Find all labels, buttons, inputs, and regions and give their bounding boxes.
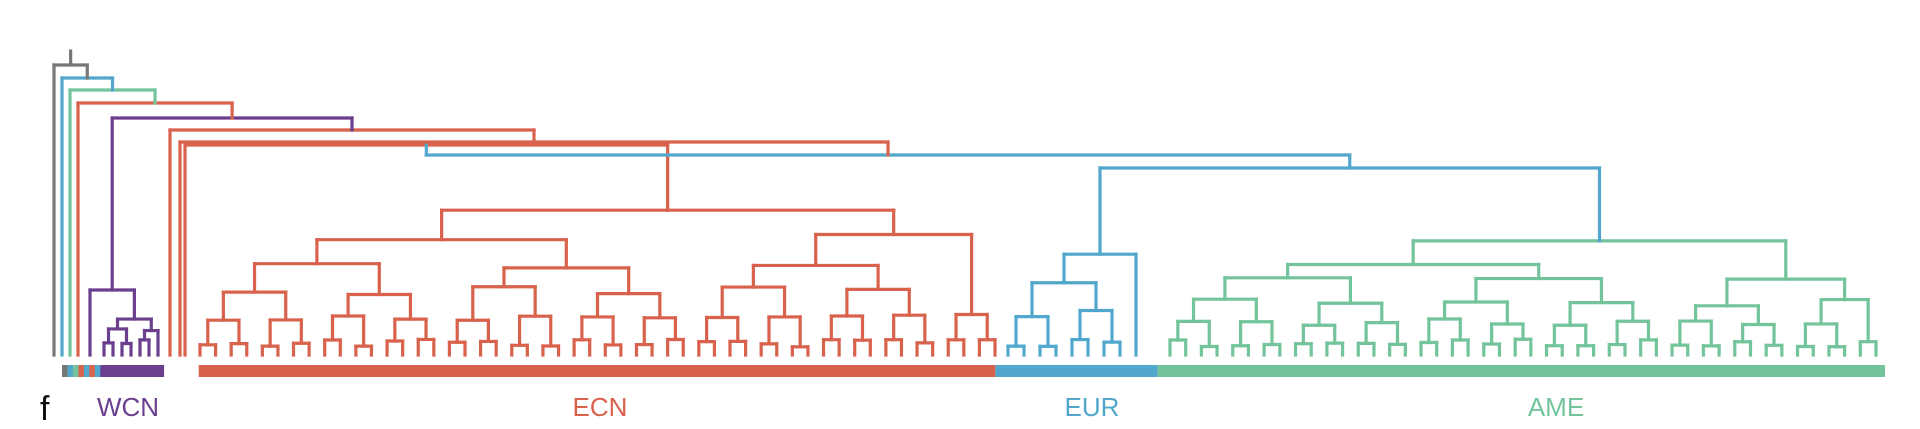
bar-segment-outgroup <box>94 365 101 377</box>
clade-color-bar <box>62 365 1885 377</box>
bar-segment-ame <box>1157 365 1885 377</box>
clade-labels: WCN ECN EUR AME <box>97 392 1584 422</box>
bar-segment-outgroup <box>72 365 79 377</box>
clade-label-ecn: ECN <box>573 392 628 422</box>
bar-segment-eur <box>995 365 1158 377</box>
bar-segment-outgroup <box>62 365 68 377</box>
bar-segment-wcn <box>100 365 165 377</box>
clade-label-ame: AME <box>1528 392 1584 422</box>
clade-label-eur: EUR <box>1065 392 1120 422</box>
bar-segment-outgroup <box>89 365 96 377</box>
clade-label-wcn: WCN <box>97 392 159 422</box>
bar-segment-outgroup <box>83 365 90 377</box>
bar-segment-ecn <box>198 365 996 377</box>
bar-segment-outgroup <box>67 365 74 377</box>
panel-letter: f <box>40 390 50 428</box>
dendrogram <box>52 49 1878 357</box>
bar-segment-outgroup <box>78 365 85 377</box>
